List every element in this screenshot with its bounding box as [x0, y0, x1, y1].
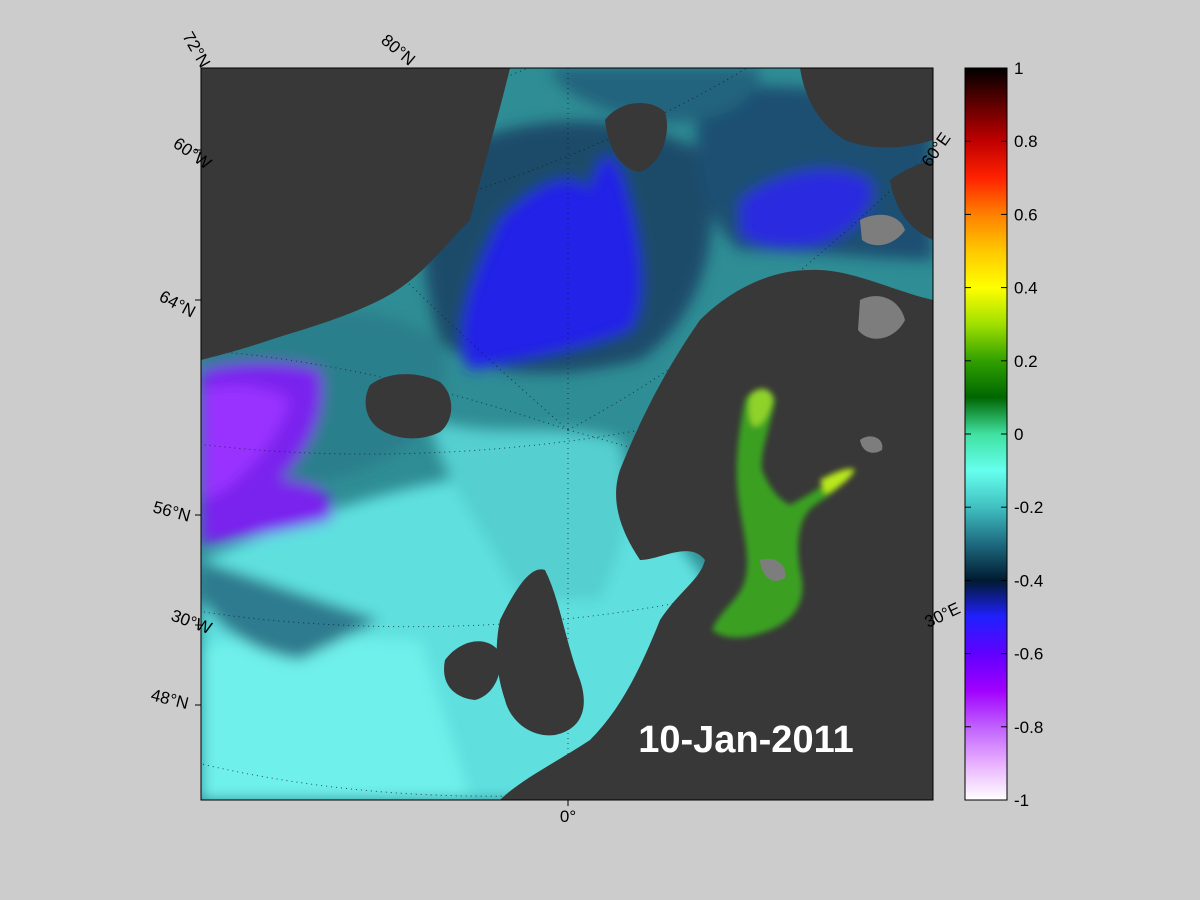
land-masses [201, 68, 933, 800]
lon-label-0: 0° [560, 807, 576, 826]
colorbar-tick-label: 0.4 [1014, 279, 1038, 298]
lat-label-80n: 80°N [377, 31, 418, 70]
date-label: 10-Jan-2011 [638, 719, 854, 761]
lat-label-64n: 64°N [156, 287, 198, 322]
colorbar-tick-label: 0.6 [1014, 205, 1038, 224]
colorbar: 1 0.8 0.6 0.4 0.2 0 -0.2 -0.4 -0.6 -0.8 -1 [964, 59, 1043, 810]
lat-label-48n: 48°N [149, 685, 190, 713]
colorbar-gradient [964, 67, 1008, 801]
colorbar-tick-label: 0 [1014, 425, 1023, 444]
lat-label-56n: 56°N [151, 498, 193, 526]
frozen-land [760, 214, 905, 581]
colorbar-tick-label: -0.4 [1014, 571, 1043, 590]
map-frame [200, 67, 934, 801]
colorbar-tick-label: 0.2 [1014, 352, 1038, 371]
frame-ticks [195, 149, 569, 806]
colorbar-tick-label: -0.6 [1014, 645, 1043, 664]
colorbar-tick-label: 0.8 [1014, 132, 1038, 151]
baltic-anomaly [712, 388, 855, 638]
map-panel[interactable]: 10-Jan-2011 [140, 40, 1010, 800]
colorbar-tick-label: 1 [1014, 59, 1023, 78]
lat-label-72n: 72°N [179, 29, 214, 71]
colorbar-tick-label: -0.2 [1014, 498, 1043, 517]
colorbar-tick-label: -0.8 [1014, 718, 1043, 737]
colorbar-tick-label: -1 [1014, 791, 1029, 810]
colorbar-ticks: 1 0.8 0.6 0.4 0.2 0 -0.2 -0.4 -0.6 -0.8 -1 [965, 59, 1043, 810]
